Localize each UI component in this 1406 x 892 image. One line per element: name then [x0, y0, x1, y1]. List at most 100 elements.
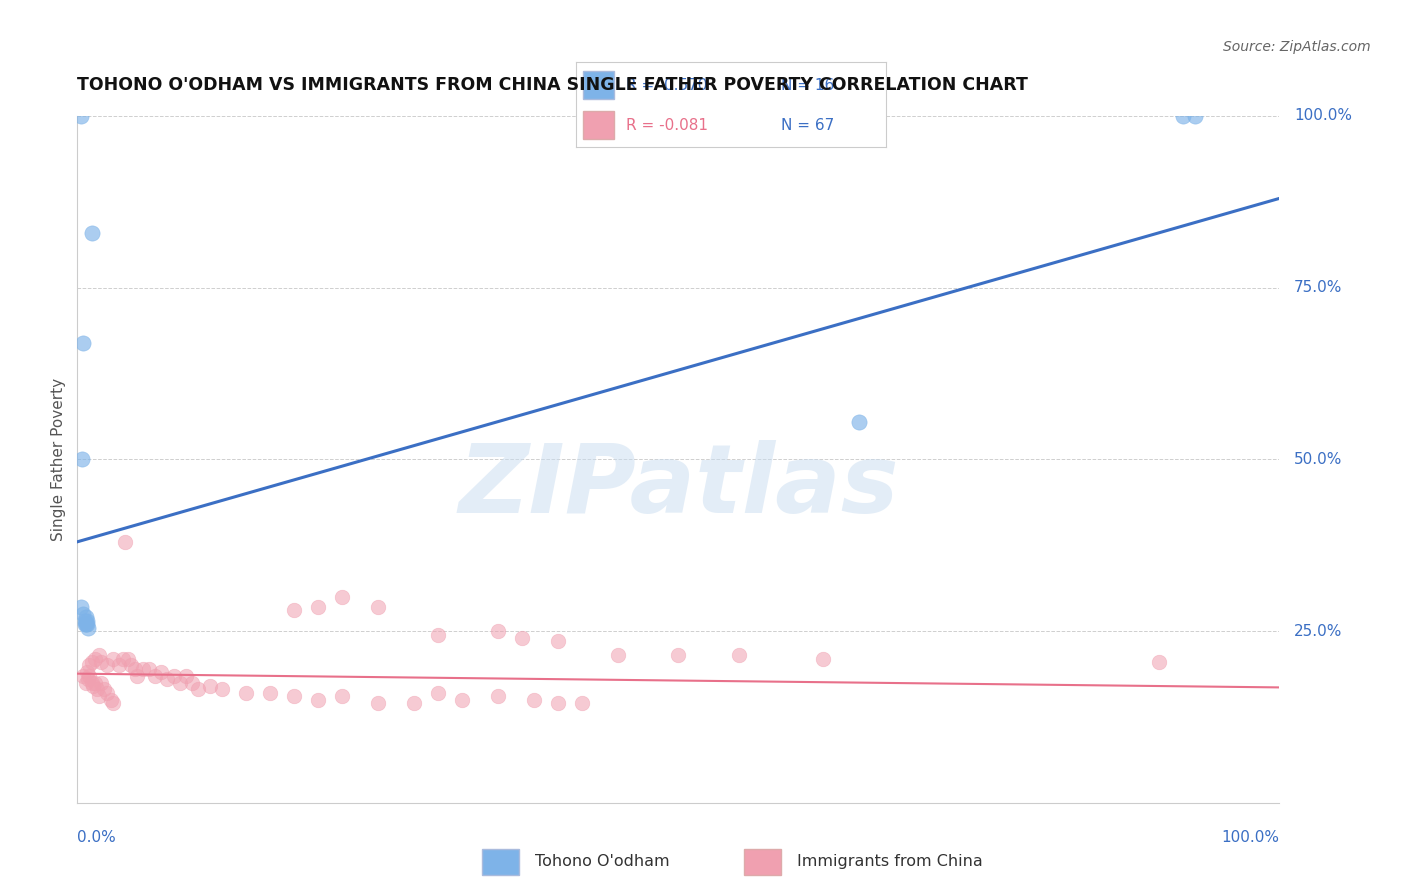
Point: [235, 686, 257, 700]
Point: [283, 690, 305, 704]
Point: [367, 600, 389, 615]
Text: N = 16: N = 16: [780, 78, 834, 93]
Point: [367, 696, 389, 710]
Point: [84, 651, 107, 665]
Text: 25.0%: 25.0%: [1294, 624, 1343, 639]
Y-axis label: Single Father Poverty: Single Father Poverty: [51, 378, 66, 541]
Point: [571, 696, 593, 710]
Point: [72, 669, 94, 683]
Point: [75, 675, 97, 690]
Text: R = -0.081: R = -0.081: [626, 118, 709, 133]
Point: [283, 603, 305, 617]
Point: [80, 655, 103, 669]
Point: [70, 109, 93, 123]
Point: [427, 686, 450, 700]
Point: [169, 675, 191, 690]
Point: [138, 662, 160, 676]
Point: [523, 692, 546, 706]
FancyBboxPatch shape: [744, 849, 782, 875]
Point: [73, 614, 96, 628]
Point: [451, 692, 474, 706]
Point: [76, 617, 98, 632]
Point: [186, 682, 209, 697]
Point: [330, 590, 353, 604]
Point: [180, 675, 202, 690]
Point: [330, 690, 353, 704]
Point: [211, 682, 233, 697]
Point: [75, 617, 97, 632]
Point: [93, 682, 115, 697]
Text: 100.0%: 100.0%: [1294, 109, 1353, 123]
Point: [668, 648, 690, 662]
Text: 100.0%: 100.0%: [1222, 830, 1279, 846]
Point: [124, 662, 146, 676]
Point: [174, 669, 197, 683]
Point: [90, 655, 112, 669]
Point: [259, 686, 281, 700]
Point: [547, 634, 569, 648]
Point: [87, 648, 110, 662]
Point: [73, 617, 96, 632]
Point: [402, 696, 425, 710]
Text: Immigrants from China: Immigrants from China: [797, 854, 983, 869]
Point: [90, 675, 112, 690]
Point: [150, 665, 173, 680]
Point: [114, 534, 136, 549]
Point: [80, 226, 103, 240]
FancyBboxPatch shape: [582, 111, 613, 139]
Point: [86, 682, 108, 697]
Point: [145, 669, 167, 683]
Point: [96, 658, 118, 673]
Point: [510, 631, 533, 645]
Point: [307, 600, 329, 615]
Point: [77, 672, 100, 686]
Text: R =  0.570: R = 0.570: [626, 78, 707, 93]
Point: [70, 452, 93, 467]
Point: [607, 648, 630, 662]
Point: [79, 658, 101, 673]
Point: [1173, 109, 1195, 123]
Point: [117, 651, 139, 665]
Point: [198, 679, 221, 693]
Text: Tohono O'odham: Tohono O'odham: [536, 854, 671, 869]
Point: [162, 669, 184, 683]
Point: [100, 692, 122, 706]
Point: [72, 607, 94, 621]
Text: TOHONO O'ODHAM VS IMMIGRANTS FROM CHINA SINGLE FATHER POVERTY CORRELATION CHART: TOHONO O'ODHAM VS IMMIGRANTS FROM CHINA …: [77, 76, 1028, 94]
Point: [103, 696, 125, 710]
Point: [132, 662, 155, 676]
Text: 50.0%: 50.0%: [1294, 452, 1343, 467]
Point: [427, 627, 450, 641]
Point: [111, 651, 134, 665]
Point: [547, 696, 569, 710]
Point: [486, 624, 509, 639]
Point: [103, 651, 125, 665]
Text: N = 67: N = 67: [780, 118, 834, 133]
Point: [76, 614, 98, 628]
Point: [84, 675, 107, 690]
Text: 0.0%: 0.0%: [77, 830, 117, 846]
Point: [96, 686, 118, 700]
Point: [486, 690, 509, 704]
Point: [75, 610, 97, 624]
Point: [82, 679, 104, 693]
FancyBboxPatch shape: [582, 71, 613, 99]
Point: [87, 690, 110, 704]
Point: [120, 658, 142, 673]
Point: [108, 658, 131, 673]
Text: Source: ZipAtlas.com: Source: ZipAtlas.com: [1223, 40, 1371, 54]
Point: [156, 672, 179, 686]
Point: [77, 621, 100, 635]
Text: 75.0%: 75.0%: [1294, 280, 1343, 295]
Point: [76, 665, 98, 680]
Point: [1184, 109, 1206, 123]
Text: ZIPatlas: ZIPatlas: [458, 441, 898, 533]
Point: [811, 651, 834, 665]
Point: [727, 648, 749, 662]
Point: [72, 335, 94, 350]
FancyBboxPatch shape: [482, 849, 519, 875]
Point: [70, 600, 93, 615]
Point: [127, 669, 149, 683]
Point: [307, 692, 329, 706]
Point: [848, 415, 870, 429]
